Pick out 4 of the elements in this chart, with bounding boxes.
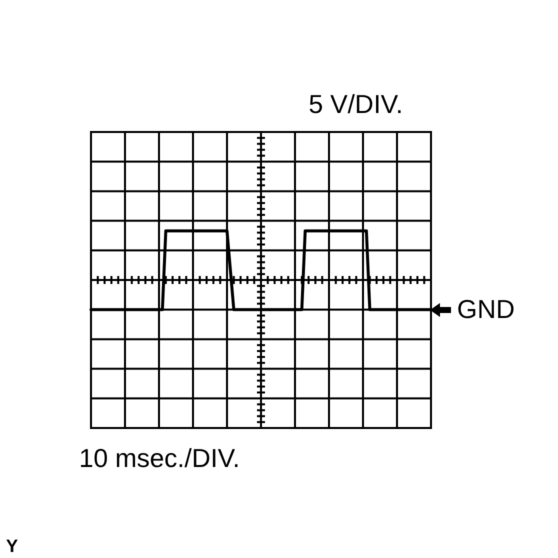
text: 10 msec./DIV. (79, 443, 240, 473)
y-axis-title: 5 V/DIV. (308, 89, 403, 119)
text: GND (457, 294, 515, 324)
text: Y (6, 536, 18, 556)
